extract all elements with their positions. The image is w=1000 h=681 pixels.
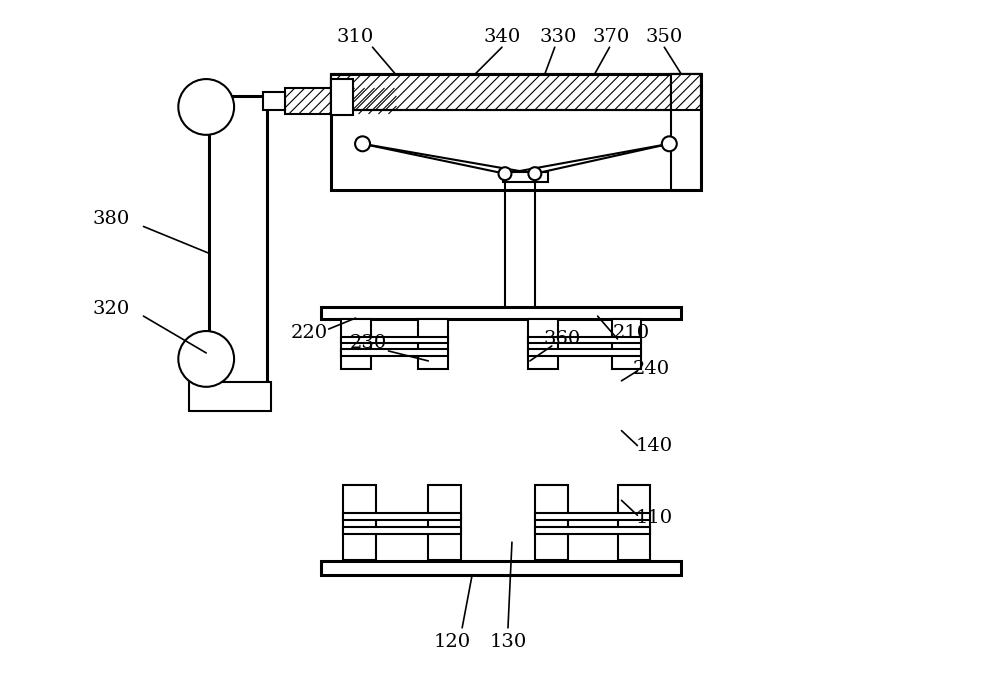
Text: 120: 120 [434, 633, 471, 651]
Bar [341, 319, 371, 369]
Bar [535, 527, 650, 534]
Bar [331, 75, 701, 110]
Bar [528, 336, 641, 343]
Text: 130: 130 [489, 633, 527, 651]
Bar [331, 79, 353, 115]
Text: 330: 330 [539, 28, 576, 46]
Text: 320: 320 [93, 300, 130, 318]
Circle shape [499, 168, 511, 180]
Bar [343, 513, 461, 520]
Text: 140: 140 [636, 437, 673, 455]
Bar [343, 486, 376, 560]
Circle shape [178, 79, 234, 135]
Text: 240: 240 [633, 360, 670, 378]
Bar [341, 349, 448, 356]
Text: 350: 350 [646, 28, 683, 46]
Bar [189, 382, 271, 411]
Bar [321, 307, 681, 319]
Circle shape [528, 168, 541, 180]
Bar [321, 561, 681, 575]
Bar [612, 319, 641, 369]
Bar [331, 74, 701, 189]
Circle shape [178, 331, 234, 387]
Circle shape [355, 136, 370, 151]
Bar [285, 88, 396, 114]
Bar [418, 319, 448, 369]
Bar [535, 513, 650, 520]
Bar [671, 74, 701, 110]
Bar [428, 486, 461, 560]
Bar [343, 527, 461, 534]
Bar [618, 486, 650, 560]
Circle shape [662, 136, 677, 151]
Bar [528, 349, 641, 356]
Text: 340: 340 [483, 28, 521, 46]
Bar [341, 336, 448, 343]
Text: 310: 310 [337, 28, 374, 46]
Text: 220: 220 [290, 324, 327, 342]
Bar [528, 319, 558, 369]
Text: 380: 380 [93, 210, 130, 229]
Bar [503, 172, 548, 182]
Bar [671, 74, 701, 189]
Text: 110: 110 [636, 509, 673, 527]
Bar [263, 92, 285, 110]
Text: 230: 230 [350, 334, 387, 352]
Bar [535, 486, 568, 560]
Text: 370: 370 [593, 28, 630, 46]
Bar [209, 96, 267, 383]
Text: 360: 360 [543, 330, 580, 348]
Bar [331, 74, 701, 110]
Text: 210: 210 [613, 324, 650, 342]
